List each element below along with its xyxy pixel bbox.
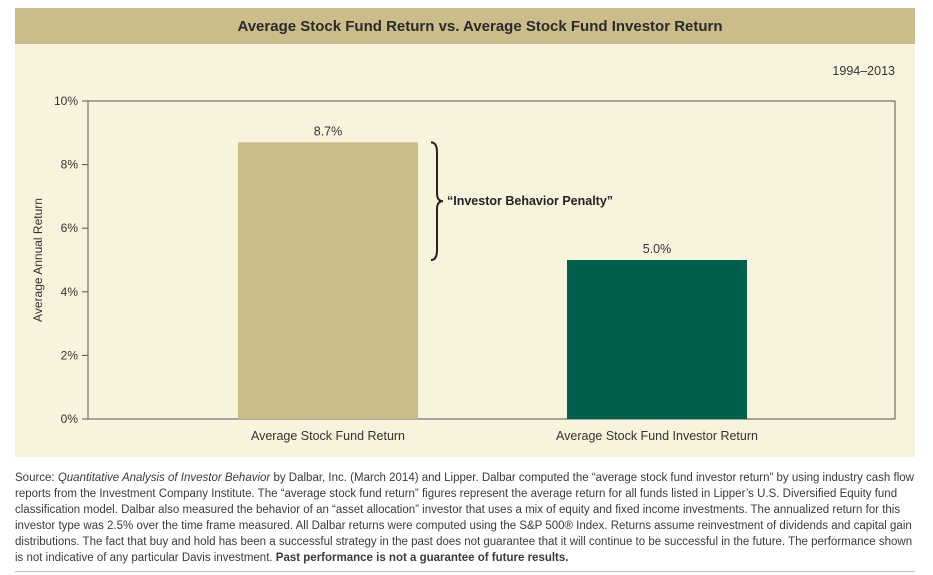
source-prefix: Source: <box>15 472 58 484</box>
bar <box>567 260 747 419</box>
y-tick-label: 2% <box>61 348 79 362</box>
source-disclaimer: Past performance is not a guarantee of f… <box>275 552 569 564</box>
bar-value-label: 8.7% <box>314 124 343 138</box>
source-title: Quantitative Analysis of Investor Behavi… <box>57 472 271 484</box>
y-tick-label: 6% <box>61 221 79 235</box>
bottom-divider <box>15 571 915 572</box>
bar-value-label: 5.0% <box>643 242 672 256</box>
y-tick-label: 8% <box>61 158 79 172</box>
chart-period: 1994–2013 <box>832 64 895 78</box>
y-tick-label: 10% <box>54 94 78 108</box>
y-tick-label: 0% <box>61 412 79 426</box>
source-note: Source: Quantitative Analysis of Investo… <box>15 470 915 566</box>
bar <box>238 142 418 419</box>
penalty-annotation: “Investor Behavior Penalty” <box>447 194 613 208</box>
y-tick-label: 4% <box>61 285 79 299</box>
x-tick-label: Average Stock Fund Return <box>251 429 405 443</box>
chart-title: Average Stock Fund Return vs. Average St… <box>237 17 723 35</box>
x-tick-label: Average Stock Fund Investor Return <box>556 429 758 443</box>
plot-frame <box>87 100 896 420</box>
bar-chart: 0% 2% 4% 6% 8% 10% 8.7% Average Stock Fund Retu… <box>54 94 896 443</box>
source-body: by Dalbar, Inc. (March 2014) and Lipper.… <box>15 472 914 564</box>
chart-panel <box>15 8 915 457</box>
title-bar: Average Stock Fund Return vs. Average St… <box>15 8 915 44</box>
penalty-brace <box>430 141 444 261</box>
